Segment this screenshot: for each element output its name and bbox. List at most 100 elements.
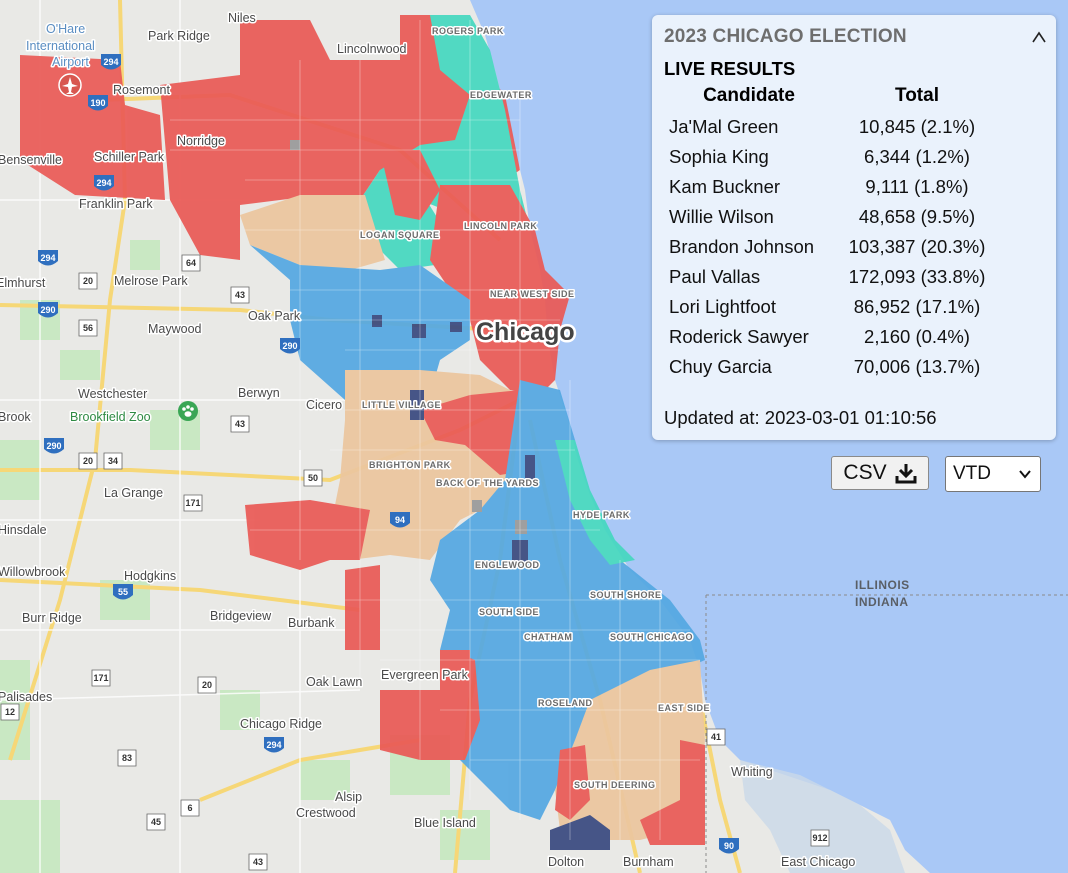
highway-shield-icon: 90 [719,838,739,854]
highway-shield-icon: 190 [88,95,108,111]
geography-level-value: VTD [953,463,991,484]
candidate-name: Ja'Mal Green [669,116,779,137]
place-label: Berwyn [238,386,280,400]
precinct-wilson-3 [525,455,535,485]
highway-shield-number: 290 [40,305,55,315]
place-label: Hodgkins [124,569,176,583]
precinct-nw-vallas2 [380,150,440,220]
candidate-total: 6,344 (1.2%) [864,146,970,167]
candidate-total: 9,111 (1.8%) [865,176,969,197]
place-label: Alsip [335,790,362,804]
highway-shield-icon: 43 [248,853,268,871]
highway-shield-icon: 94 [390,512,410,528]
neighborhood-label: LOGAN SQUARE [360,230,440,240]
highway-shield-icon: 20 [197,676,217,694]
highway-shield-icon: 45 [146,813,166,831]
results-row: Kam Buckner 9,111 (1.8%) [666,172,1002,202]
place-label: La Grange [104,486,163,500]
highway-shield-icon: 290 [38,302,58,318]
highway-shield-icon: 294 [38,250,58,266]
highway-shield-icon: 294 [94,175,114,191]
candidate-name: Roderick Sawyer [669,326,809,347]
highway-shield-icon: 912 [810,829,830,847]
candidate-total: 86,952 (17.1%) [853,296,981,317]
updated-timestamp: Updated at: 2023-03-01 01:10:56 [664,407,937,428]
results-row: Chuy Garcia 70,006 (13.7%) [666,352,1002,382]
place-label: Park Ridge [148,29,210,43]
results-row: Ja'Mal Green 10,845 (2.1%) [666,112,1002,142]
precinct-far-southwest [245,500,370,570]
candidate-name: Paul Vallas [669,266,761,287]
collapse-chevron-icon[interactable] [1032,27,1046,48]
highway-shield-number: 294 [103,57,118,67]
highway-shield-number: 294 [266,740,281,750]
candidate-name: Chuy Garcia [669,356,772,377]
candidate-name: Sophia King [669,146,769,167]
candidate-total: 103,387 (20.3%) [848,236,986,257]
place-label-ohare-3: Airport [52,55,89,69]
candidate-total: 10,845 (2.1%) [858,116,976,137]
highway-shield-icon: 20 [78,272,98,290]
highway-shields: 294 190 294 64 294 20 290 56 43 290 34 171 55 50 43 20 1… [0,54,830,871]
column-header-candidate: Candidate [703,85,795,106]
highway-shield-icon: 12 [0,703,20,721]
highway-shield-icon: 55 [113,584,133,600]
highway-shield-icon: 83 [117,749,137,767]
highway-shield-icon: 34 [103,452,123,470]
chevron-up-icon [1032,31,1046,43]
place-label: Crestwood [296,806,356,820]
geography-level-select[interactable]: VTD [945,456,1041,492]
highway-shield-number: 41 [711,732,721,742]
place-label: Brookfield Zoo [70,410,151,424]
precinct-beverly [440,650,470,700]
neighborhood-label: ENGLEWOOD [475,560,540,570]
chevron-down-icon [1019,470,1031,479]
place-label: Oak Park [248,309,301,323]
highway-shield-icon: 20 [78,452,98,470]
download-icon [895,464,917,484]
place-label: Burnham [623,855,674,869]
precinct-midway [345,565,380,650]
neighborhood-label: BRIGHTON PARK [369,460,451,470]
candidate-name: Brandon Johnson [669,236,815,257]
highway-shield-number: 12 [5,707,15,717]
place-label: Norridge [177,134,225,148]
map-labels: O'Hare International Airport Niles Park … [0,10,911,871]
candidate-name: Kam Buckner [669,176,781,197]
highway-shield-number: 290 [46,441,61,451]
highway-shield-number: 171 [93,673,108,683]
precinct-wilson-1 [410,390,424,420]
neighborhood-label: CHATHAM [524,632,572,642]
results-table: Candidate Total Ja'Mal Green 10,845 (2.1%… [666,83,1002,382]
results-row: Roderick Sawyer 2,160 (0.4%) [666,322,1002,352]
highway-shield-number: 94 [395,515,405,525]
neighborhood-label: EAST SIDE [658,703,710,713]
neighborhood-label: ROSELAND [538,698,593,708]
precinct-hyde-park [555,440,635,565]
neighborhood-label: ROGERS PARK [432,26,504,36]
panel-title: 2023 CHICAGO ELECTION [664,26,907,47]
place-label: Westchester [78,387,147,401]
place-label: Blue Island [414,816,476,830]
highway-shield-number: 20 [83,456,93,466]
neighborhood-label: SOUTH DEERING [574,780,656,790]
candidate-total: 2,160 (0.4%) [864,326,970,347]
place-label: Burr Ridge [22,611,82,625]
highway-shield-number: 90 [724,841,734,851]
csv-download-button[interactable]: CSV [831,456,929,490]
neighborhood-label: SOUTH CHICAGO [610,632,693,642]
neighborhood-label: EDGEWATER [470,90,532,100]
highway-shield-icon: 41 [706,728,726,746]
highway-shield-number: 190 [90,98,105,108]
precinct-ohare [20,55,165,200]
highway-shield-icon: 171 [91,669,111,687]
precinct-borders [170,20,700,840]
neighborhood-label: BACK OF THE YARDS [436,478,539,488]
neighborhood-label: LITTLE VILLAGE [362,400,441,410]
highway-shield-icon: 6 [180,799,200,817]
place-label: Oak Lawn [306,675,362,689]
state-label-illinois: ILLINOIS [855,578,910,592]
place-label: Chicago Ridge [240,717,322,731]
results-row: Sophia King 6,344 (1.2%) [666,142,1002,172]
highway-shield-icon: 64 [181,254,201,272]
